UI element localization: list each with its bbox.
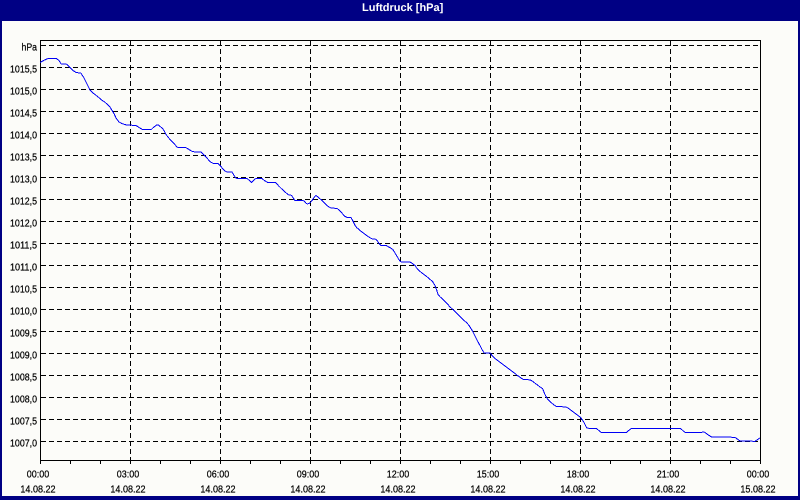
svg-text:1011,0: 1011,0 bbox=[10, 262, 37, 273]
svg-text:14.08.22: 14.08.22 bbox=[200, 484, 236, 495]
svg-text:1012,0: 1012,0 bbox=[10, 218, 37, 229]
svg-text:14.08.22: 14.08.22 bbox=[110, 484, 146, 495]
svg-text:1007,5: 1007,5 bbox=[10, 416, 37, 427]
svg-text:00:00: 00:00 bbox=[747, 470, 770, 481]
svg-text:1014,0: 1014,0 bbox=[10, 130, 37, 141]
svg-text:1010,5: 1010,5 bbox=[10, 284, 37, 295]
svg-text:1009,5: 1009,5 bbox=[10, 328, 37, 339]
svg-text:14.08.22: 14.08.22 bbox=[650, 484, 686, 495]
svg-text:18:00: 18:00 bbox=[567, 470, 590, 481]
svg-text:1008,5: 1008,5 bbox=[10, 372, 37, 383]
svg-text:1013,5: 1013,5 bbox=[10, 152, 37, 163]
svg-text:1009,0: 1009,0 bbox=[10, 350, 37, 361]
svg-text:1014,5: 1014,5 bbox=[10, 108, 37, 119]
svg-text:06:00: 06:00 bbox=[207, 470, 230, 481]
svg-text:1013,0: 1013,0 bbox=[10, 174, 37, 185]
svg-text:21:00: 21:00 bbox=[657, 470, 680, 481]
svg-text:15.08.22: 15.08.22 bbox=[740, 484, 776, 495]
svg-text:1011,5: 1011,5 bbox=[10, 240, 37, 251]
svg-text:1010,0: 1010,0 bbox=[10, 306, 37, 317]
svg-text:14.08.22: 14.08.22 bbox=[290, 484, 326, 495]
svg-text:12:00: 12:00 bbox=[387, 470, 410, 481]
svg-text:1012,5: 1012,5 bbox=[10, 196, 37, 207]
svg-text:14.08.22: 14.08.22 bbox=[20, 484, 56, 495]
svg-text:03:00: 03:00 bbox=[117, 470, 140, 481]
svg-text:09:00: 09:00 bbox=[297, 470, 320, 481]
svg-text:14.08.22: 14.08.22 bbox=[470, 484, 506, 495]
svg-text:14.08.22: 14.08.22 bbox=[560, 484, 596, 495]
svg-text:00:00: 00:00 bbox=[27, 470, 50, 481]
svg-text:1008,0: 1008,0 bbox=[10, 394, 37, 405]
svg-text:1007,0: 1007,0 bbox=[10, 438, 37, 449]
svg-text:1015,0: 1015,0 bbox=[10, 86, 37, 97]
svg-text:14.08.22: 14.08.22 bbox=[380, 484, 416, 495]
svg-text:15:00: 15:00 bbox=[477, 470, 500, 481]
svg-text:1015,5: 1015,5 bbox=[10, 64, 37, 75]
svg-text:hPa: hPa bbox=[22, 42, 38, 53]
